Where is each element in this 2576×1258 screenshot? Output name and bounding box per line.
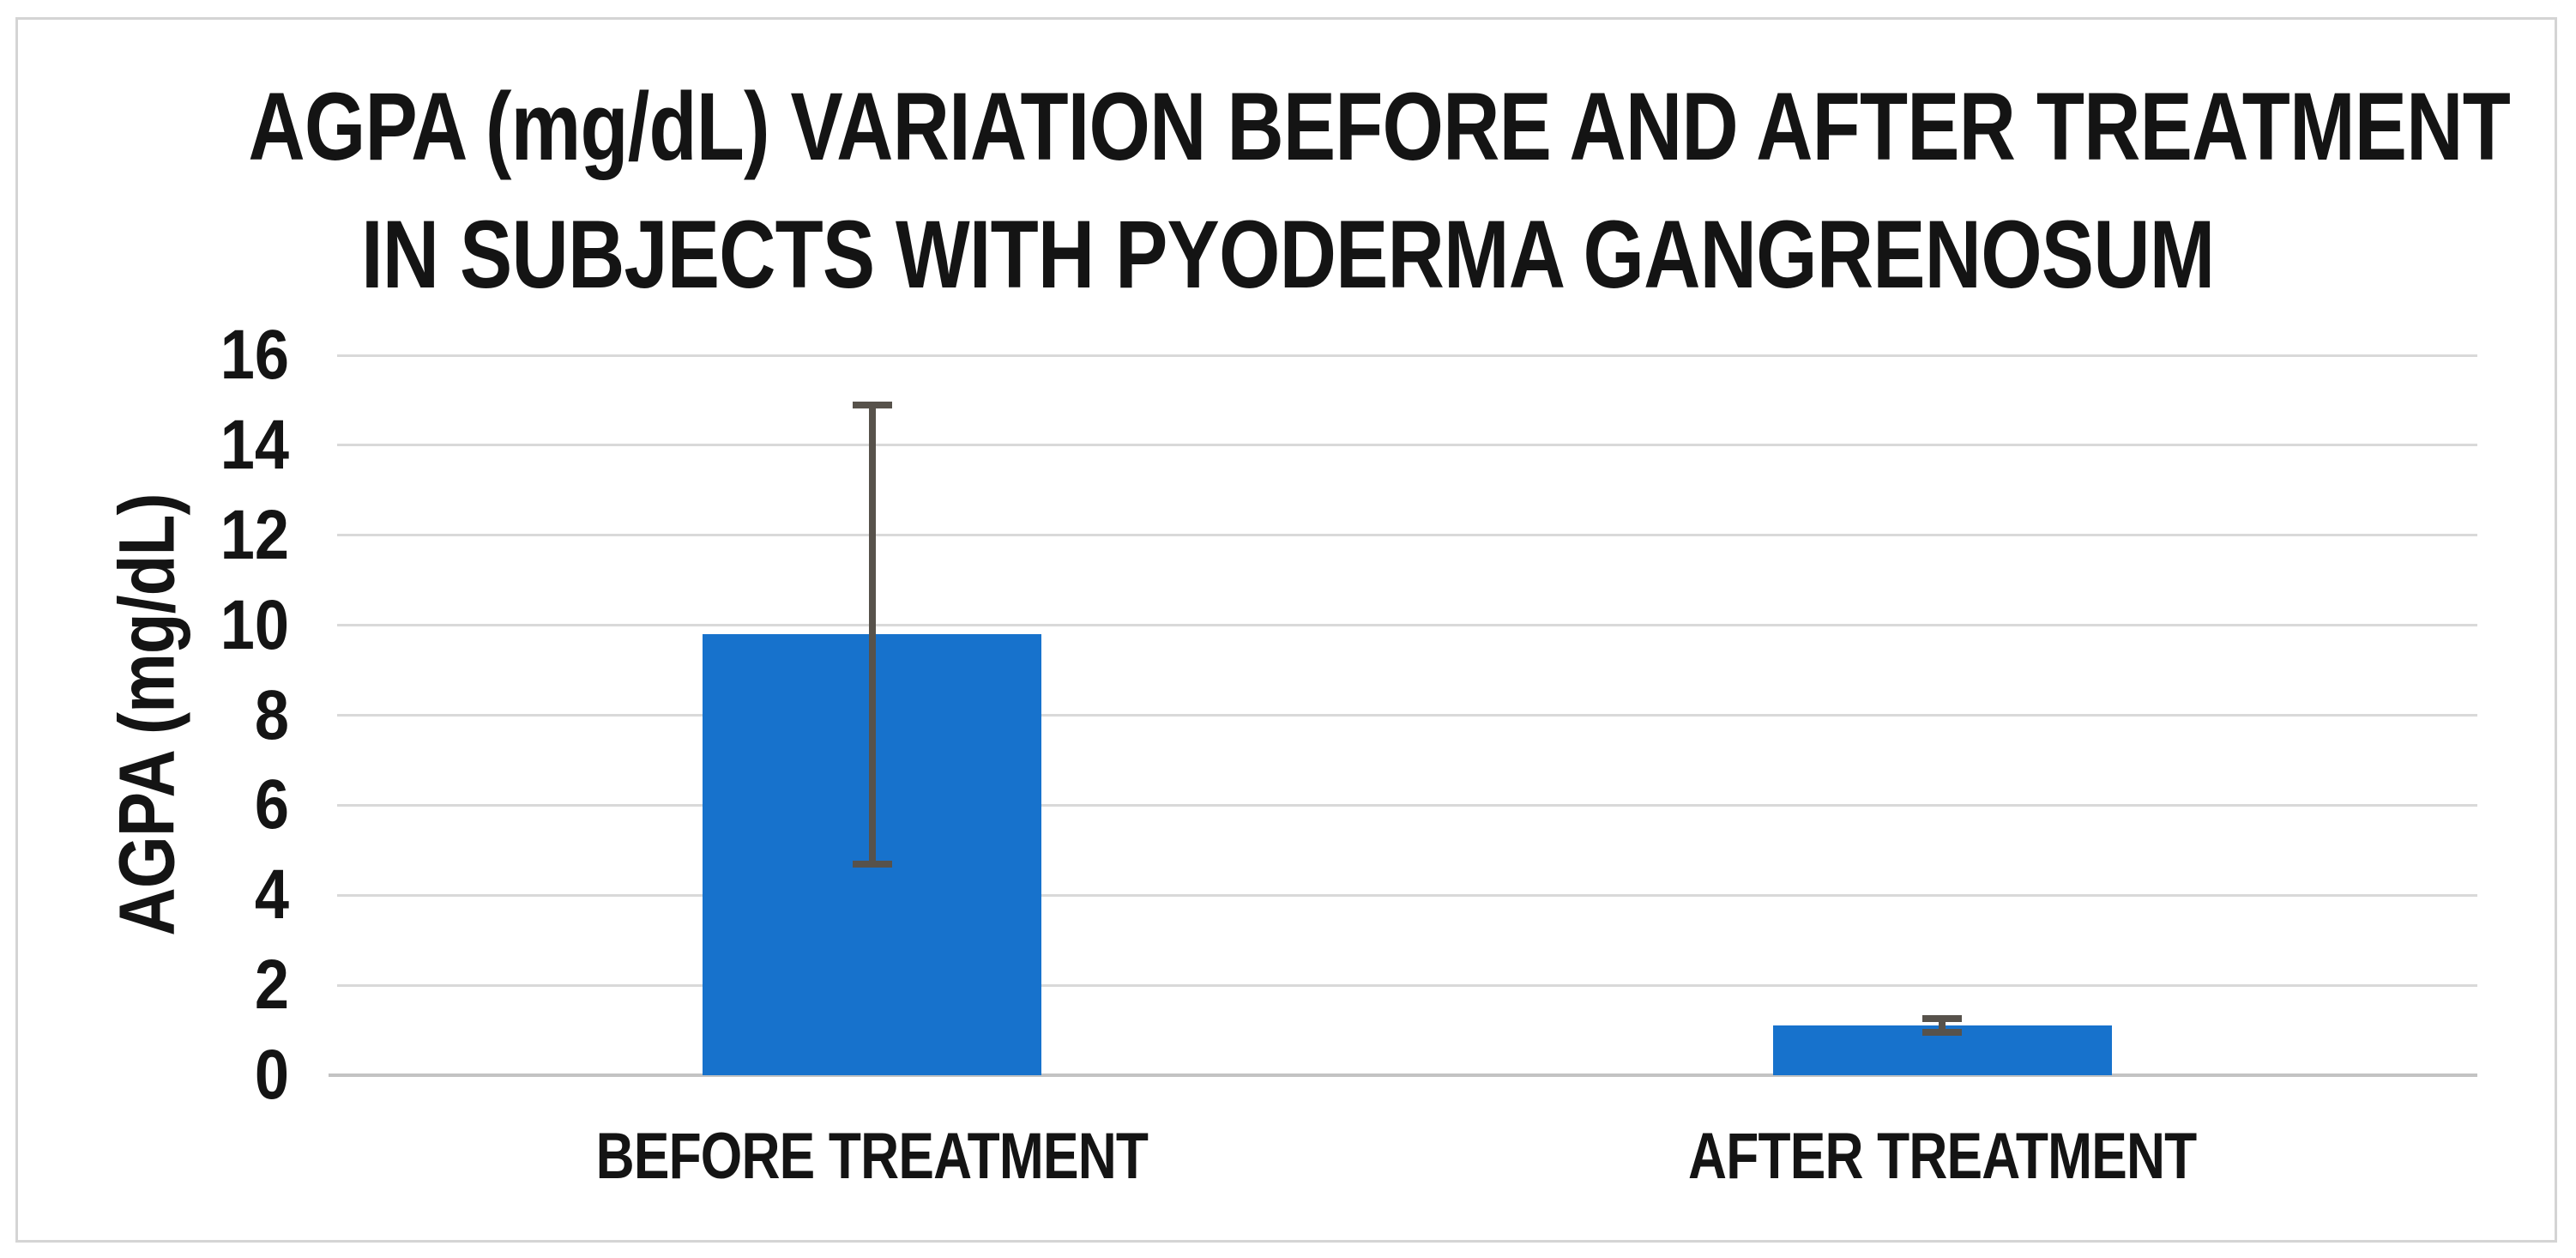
chart-frame [15, 17, 2557, 1243]
y-tick-label: 10 [220, 585, 289, 664]
chart-title-line-2: IN SUBJECTS WITH PYODERMA GANGRENOSUM [0, 191, 2576, 319]
y-tick-label: 4 [254, 856, 289, 934]
y-tick-label: 6 [254, 765, 289, 844]
error-bar-cap-top-before-treatment [852, 401, 892, 408]
error-bar-cap-bottom-before-treatment [852, 860, 892, 868]
chart-title-text-1: AGPA (mg/dL) VARIATION BEFORE AND AFTER … [248, 73, 2510, 180]
chart-title-line-1: AGPA (mg/dL) VARIATION BEFORE AND AFTER … [0, 64, 2576, 191]
y-tick-label: 14 [220, 405, 289, 484]
gridline [337, 534, 2477, 537]
error-bar-before-treatment [868, 404, 876, 864]
gridline [337, 624, 2477, 627]
chart-title-text-2: IN SUBJECTS WITH PYODERMA GANGRENOSUM [361, 200, 2215, 308]
y-axis-title: AGPA (mg/dL) [103, 493, 191, 936]
gridline [337, 354, 2477, 357]
y-tick-label: 16 [220, 316, 289, 394]
error-bar-cap-bottom-after-treatment [1922, 1029, 1963, 1037]
y-tick-label: 2 [254, 946, 289, 1025]
error-bar-after-treatment [1939, 1019, 1946, 1033]
gridline [337, 893, 2477, 897]
gridline [337, 803, 2477, 807]
x-axis-category-label-before-treatment: BEFORE TREATMENT [392, 1122, 1353, 1191]
chart-title: AGPA (mg/dL) VARIATION BEFORE AND AFTER … [0, 64, 2576, 319]
gridline [337, 983, 2477, 987]
x-axis-line [329, 1074, 2477, 1077]
x-axis-category-label-after-treatment: AFTER TREATMENT [1462, 1122, 2422, 1191]
gridline [337, 444, 2477, 447]
y-tick-label: 12 [220, 495, 289, 574]
error-bar-cap-top-after-treatment [1922, 1015, 1963, 1023]
x-axis-category-text-before-treatment: BEFORE TREATMENT [595, 1120, 1149, 1193]
y-tick-label: 8 [254, 675, 289, 754]
x-axis-category-text-after-treatment: AFTER TREATMENT [1688, 1120, 2197, 1193]
gridline [337, 714, 2477, 717]
y-tick-label: 0 [254, 1036, 289, 1114]
